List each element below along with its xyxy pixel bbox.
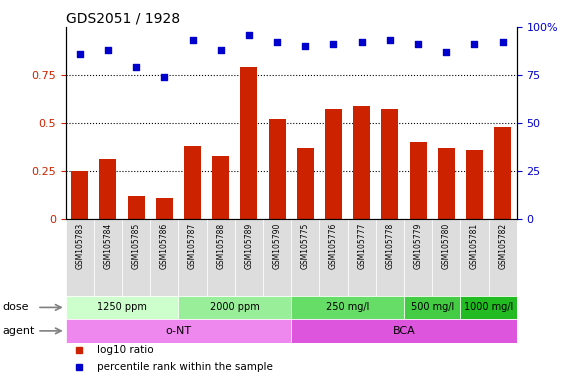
Point [216, 47, 226, 53]
Text: GSM105777: GSM105777 [357, 223, 366, 269]
Bar [348, 219, 376, 296]
Bar [494, 127, 511, 219]
Bar [66, 219, 94, 296]
Bar [460, 219, 489, 296]
Point [413, 41, 423, 47]
Text: 250 mg/l: 250 mg/l [326, 303, 369, 313]
Bar [404, 296, 460, 319]
Text: GSM105775: GSM105775 [301, 223, 310, 269]
Text: GSM105790: GSM105790 [272, 223, 282, 269]
Bar [291, 319, 517, 343]
Text: GSM105782: GSM105782 [498, 223, 507, 269]
Bar [381, 109, 399, 219]
Bar [291, 296, 404, 319]
Bar [376, 219, 404, 296]
Point [131, 64, 140, 70]
Bar [404, 219, 432, 296]
Text: GSM105788: GSM105788 [216, 223, 225, 269]
Bar [207, 219, 235, 296]
Bar [94, 219, 122, 296]
Text: percentile rank within the sample: percentile rank within the sample [97, 361, 273, 371]
Text: GSM105779: GSM105779 [413, 223, 423, 269]
Bar [71, 171, 89, 219]
Point [498, 39, 507, 45]
Text: GSM105781: GSM105781 [470, 223, 479, 269]
Text: BCA: BCA [393, 326, 415, 336]
Bar [212, 156, 229, 219]
Bar [297, 148, 314, 219]
Bar [122, 219, 150, 296]
Bar [263, 219, 291, 296]
Bar [319, 219, 348, 296]
Text: GSM105787: GSM105787 [188, 223, 197, 269]
Bar [438, 148, 455, 219]
Bar [235, 219, 263, 296]
Bar [150, 219, 178, 296]
Bar [409, 142, 427, 219]
Bar [178, 296, 291, 319]
Bar [66, 296, 178, 319]
Bar [353, 106, 370, 219]
Point [385, 37, 395, 43]
Point [272, 39, 282, 45]
Bar [240, 67, 258, 219]
Text: 2000 ppm: 2000 ppm [210, 303, 260, 313]
Bar [156, 198, 173, 219]
Point [442, 49, 451, 55]
Point [357, 39, 366, 45]
Point [103, 47, 112, 53]
Text: GSM105785: GSM105785 [132, 223, 140, 269]
Bar [325, 109, 342, 219]
Text: dose: dose [3, 303, 29, 313]
Point [160, 74, 169, 80]
Bar [460, 296, 517, 319]
Text: 1000 mg/l: 1000 mg/l [464, 303, 513, 313]
Text: 500 mg/l: 500 mg/l [411, 303, 454, 313]
Bar [466, 150, 483, 219]
Bar [128, 196, 144, 219]
Text: GDS2051 / 1928: GDS2051 / 1928 [66, 12, 180, 26]
Point [470, 41, 479, 47]
Text: agent: agent [3, 326, 35, 336]
Text: GSM105780: GSM105780 [442, 223, 451, 269]
Text: o-NT: o-NT [166, 326, 191, 336]
Text: GSM105776: GSM105776 [329, 223, 338, 269]
Text: GSM105778: GSM105778 [385, 223, 395, 269]
Bar [178, 219, 207, 296]
Bar [291, 219, 319, 296]
Text: 1250 ppm: 1250 ppm [97, 303, 147, 313]
Bar [489, 219, 517, 296]
Point [301, 43, 310, 49]
Bar [432, 219, 460, 296]
Point [188, 37, 197, 43]
Bar [66, 319, 291, 343]
Point [75, 51, 85, 57]
Bar [269, 119, 286, 219]
Text: GSM105786: GSM105786 [160, 223, 169, 269]
Point [329, 41, 338, 47]
Point [244, 31, 254, 38]
Text: GSM105783: GSM105783 [75, 223, 85, 269]
Text: GSM105789: GSM105789 [244, 223, 254, 269]
Text: GSM105784: GSM105784 [103, 223, 112, 269]
Bar [99, 159, 116, 219]
Text: log10 ratio: log10 ratio [97, 345, 154, 355]
Bar [184, 146, 201, 219]
